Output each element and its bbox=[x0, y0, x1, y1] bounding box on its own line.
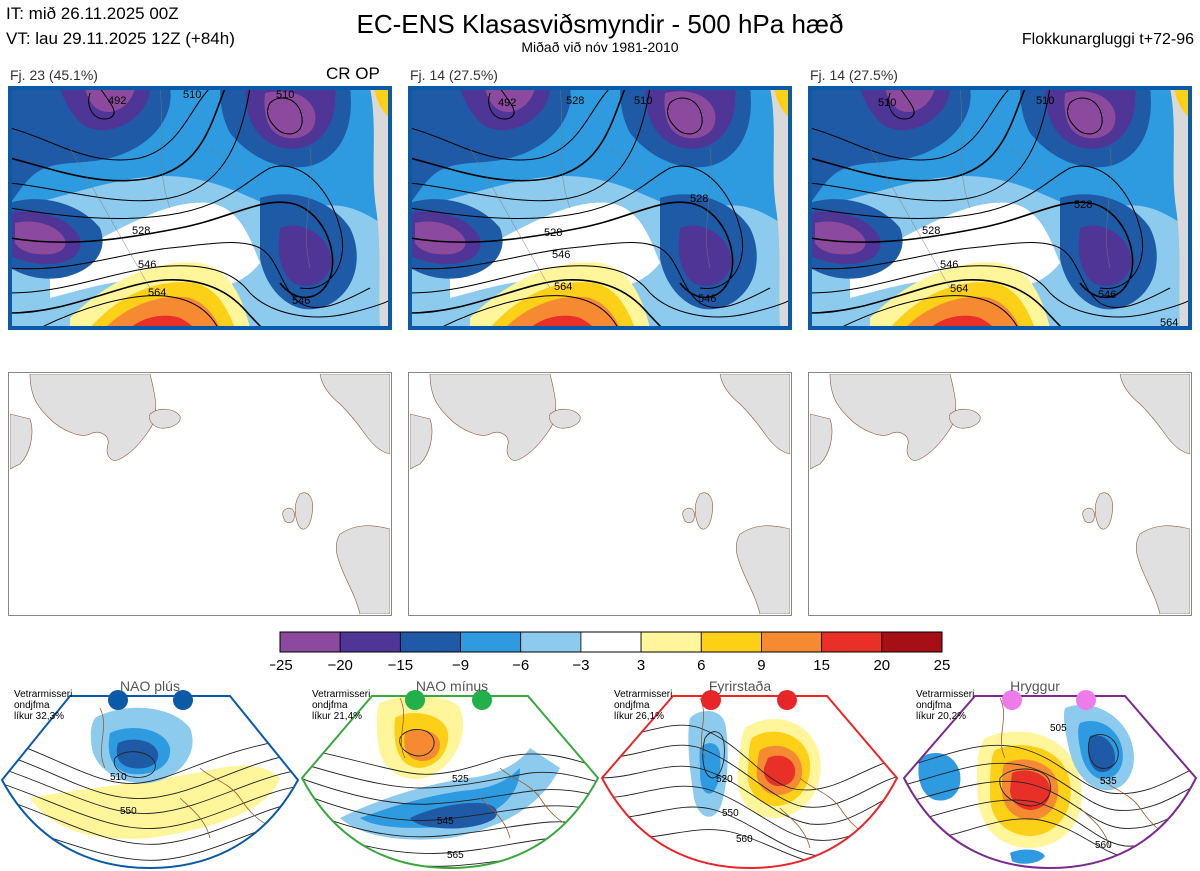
regime-dot bbox=[777, 690, 797, 710]
contour-label: 520 bbox=[716, 774, 733, 785]
colorbar-bin bbox=[640, 631, 702, 653]
colorbar-tick-label: 9 bbox=[757, 657, 765, 674]
contour-label: 565 bbox=[447, 850, 464, 861]
regime-dot bbox=[173, 690, 193, 710]
regime-probability: líkur 26,1% bbox=[614, 711, 664, 722]
regime-dot bbox=[405, 690, 425, 710]
cluster-1-tag: CR OP bbox=[326, 64, 380, 83]
colorbar-bin bbox=[520, 631, 582, 653]
contour-label: 492 bbox=[108, 95, 126, 107]
contour-label: 510 bbox=[110, 772, 127, 783]
regime-name: Fyrirstaða bbox=[709, 678, 771, 694]
colorbar-tick-label: 20 bbox=[873, 657, 890, 674]
contour-label: 492 bbox=[498, 97, 516, 109]
regime-panels: NAO plús Vetrarmisseri ondjfma líkur 32,… bbox=[0, 678, 1198, 870]
colorbar-bin bbox=[399, 631, 461, 653]
colorbar-tick-label: −9 bbox=[452, 657, 469, 674]
colorbar-bin bbox=[700, 631, 762, 653]
colorbar-tick-label: −20 bbox=[327, 657, 352, 674]
contour-label: 546 bbox=[698, 293, 716, 305]
contour-label: 528 bbox=[566, 95, 584, 107]
colorbar-bin bbox=[821, 631, 883, 653]
colorbar-tick-label: −15 bbox=[388, 657, 413, 674]
regime-dot bbox=[701, 690, 721, 710]
colorbar-bin bbox=[460, 631, 522, 653]
contour-label: 545 bbox=[437, 816, 454, 827]
contour-label: 546 bbox=[1098, 289, 1116, 301]
colorbar-tick-label: −25 bbox=[270, 657, 293, 674]
regime-probability: líkur 20,2% bbox=[916, 711, 966, 722]
contour-label: 510 bbox=[183, 89, 201, 101]
colorbar-tick-label: −3 bbox=[572, 657, 589, 674]
initial-time: IT: mið 26.11.2025 00Z bbox=[6, 4, 179, 23]
nao-plus-map bbox=[2, 696, 298, 868]
page-title: EC-ENS Klasasviðsmyndir - 500 hPa hæð bbox=[356, 9, 844, 39]
contour-label: 560 bbox=[1095, 840, 1112, 851]
regime-name: NAO mínus bbox=[416, 678, 488, 694]
contour-label: 525 bbox=[452, 774, 469, 785]
contour-label: 564 bbox=[950, 283, 968, 295]
cluster-3-map: 510 510 528 528 546 564 546 564 bbox=[808, 86, 1192, 330]
regime-dot bbox=[472, 690, 492, 710]
colorbar-bin bbox=[580, 631, 642, 653]
contour-label: 560 bbox=[736, 834, 753, 845]
colorbar-bin bbox=[881, 631, 943, 653]
cluster-1-map: 492 510 510 528 546 564 546 bbox=[8, 86, 392, 330]
regime-months: ondjfma bbox=[14, 700, 50, 711]
page-subtitle: Miðað við nóv 1981-2010 bbox=[521, 39, 679, 55]
cluster-3-anomaly-map bbox=[808, 372, 1192, 616]
regime-season: Vetrarmisseri bbox=[916, 689, 974, 700]
regime-probability: líkur 32,3% bbox=[14, 711, 64, 722]
colorbar-tick-label: −6 bbox=[512, 657, 529, 674]
colorbar: −25 −20 −15 −9 −6 −3 3 6 9 15 20 25 bbox=[270, 631, 951, 674]
regime-probability: líkur 21,4% bbox=[312, 711, 362, 722]
contour-label: 528 bbox=[544, 227, 562, 239]
colorbar-tick-label: 25 bbox=[934, 657, 951, 674]
cluster-1-label: Fj. 23 (45.1%) bbox=[10, 67, 98, 83]
regime-dot bbox=[1002, 690, 1022, 710]
contour-label: 550 bbox=[722, 808, 739, 819]
cluster-3-label: Fj. 14 (27.5%) bbox=[810, 67, 898, 83]
regime-name: NAO plús bbox=[120, 678, 180, 694]
regime-season: Vetrarmisseri bbox=[614, 689, 672, 700]
contour-label: 564 bbox=[1160, 317, 1178, 329]
colorbar-tick-label: 6 bbox=[697, 657, 705, 674]
contour-label: 528 bbox=[132, 225, 150, 237]
contour-label: 546 bbox=[138, 259, 156, 271]
colorbar-bin bbox=[339, 631, 401, 653]
regime-dot bbox=[108, 690, 128, 710]
regime-dot bbox=[1076, 690, 1096, 710]
contour-label: 535 bbox=[1100, 776, 1117, 787]
colorbar-bin bbox=[279, 631, 341, 653]
contour-label: 564 bbox=[148, 287, 166, 299]
contour-label: 505 bbox=[1050, 723, 1067, 734]
contour-label: 564 bbox=[554, 281, 572, 293]
cluster-2-label: Fj. 14 (27.5%) bbox=[410, 67, 498, 83]
cluster-2-map: 492 528 510 528 528 546 564 546 bbox=[408, 86, 792, 330]
colorbar-bin bbox=[761, 631, 823, 653]
colorbar-tick-label: 3 bbox=[637, 657, 645, 674]
regime-months: ondjfma bbox=[614, 700, 650, 711]
contour-label: 550 bbox=[120, 806, 137, 817]
contour-label: 528 bbox=[1074, 199, 1092, 211]
regime-season: Vetrarmisseri bbox=[14, 689, 72, 700]
contour-label: 510 bbox=[878, 97, 896, 109]
regime-months: ondjfma bbox=[312, 700, 348, 711]
valid-time: VT: lau 29.11.2025 12Z (+84h) bbox=[6, 29, 235, 48]
contour-label: 546 bbox=[552, 249, 570, 261]
regime-name: Hryggur bbox=[1010, 678, 1060, 694]
regime-season: Vetrarmisseri bbox=[312, 689, 370, 700]
colorbar-tick-label: 15 bbox=[813, 657, 830, 674]
regime-months: ondjfma bbox=[916, 700, 952, 711]
contour-label: 546 bbox=[940, 259, 958, 271]
contour-label: 528 bbox=[922, 225, 940, 237]
contour-label: 528 bbox=[690, 193, 708, 205]
cluster-1-anomaly-map bbox=[8, 372, 392, 616]
contour-label: 510 bbox=[1036, 95, 1054, 107]
contour-label: 510 bbox=[276, 89, 294, 101]
contour-label: 510 bbox=[634, 95, 652, 107]
contour-label: 546 bbox=[292, 295, 310, 307]
cluster-2-anomaly-map bbox=[408, 372, 792, 616]
classification-window: Flokkunargluggi t+72-96 bbox=[1021, 31, 1194, 48]
